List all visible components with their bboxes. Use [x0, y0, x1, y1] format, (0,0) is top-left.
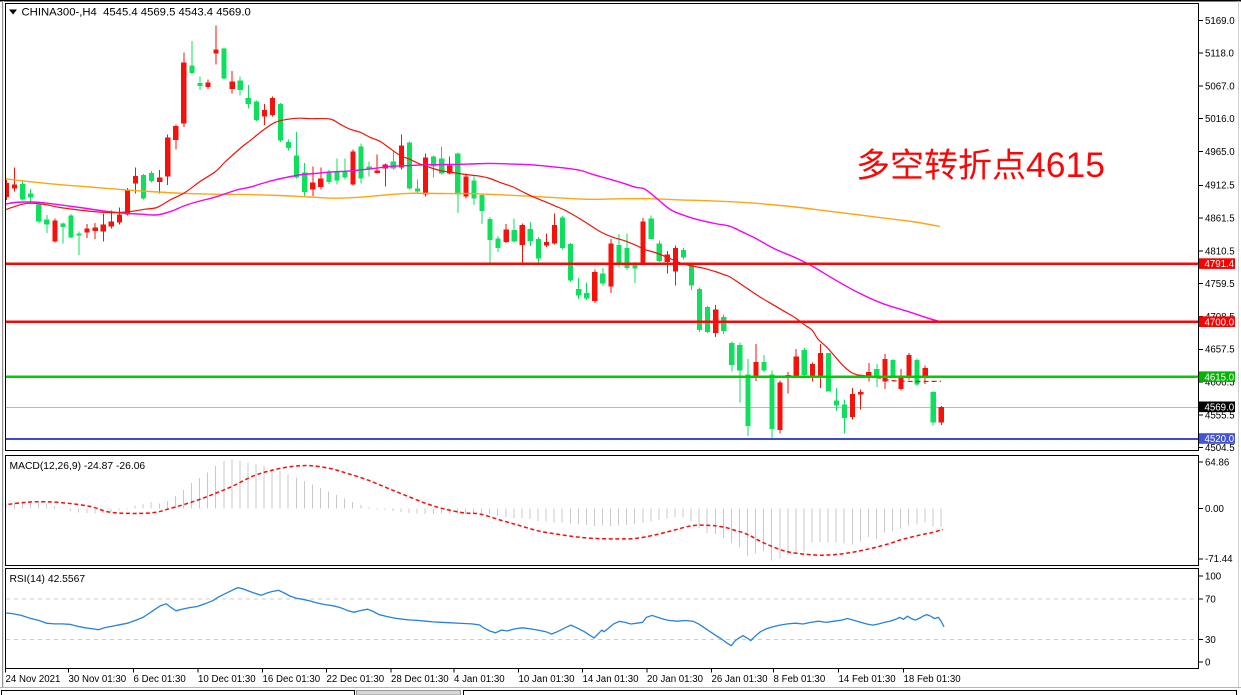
svg-text:5016.0: 5016.0: [1205, 114, 1235, 125]
svg-text:4810.5: 4810.5: [1205, 246, 1235, 257]
svg-text:4615.0: 4615.0: [1205, 372, 1235, 383]
svg-text:4 Jan 01:30: 4 Jan 01:30: [454, 674, 505, 685]
svg-text:16 Dec 01:30: 16 Dec 01:30: [263, 674, 321, 685]
svg-text:4700.0: 4700.0: [1205, 317, 1235, 328]
svg-text:28 Dec 01:30: 28 Dec 01:30: [391, 674, 449, 685]
svg-text:MACD(12,26,9) -24.87 -26.06: MACD(12,26,9) -24.87 -26.06: [10, 461, 146, 472]
svg-text:4569.0: 4569.0: [1205, 402, 1235, 413]
svg-text:5067.0: 5067.0: [1205, 81, 1235, 92]
svg-text:4759.5: 4759.5: [1205, 279, 1235, 290]
svg-text:26 Jan 01:30: 26 Jan 01:30: [712, 674, 769, 685]
svg-text:RSI(14) 42.5567: RSI(14) 42.5567: [10, 574, 86, 585]
svg-text:70: 70: [1205, 595, 1216, 606]
svg-text:-71.44: -71.44: [1205, 554, 1233, 565]
svg-text:4555.5: 4555.5: [1205, 410, 1235, 421]
svg-text:4791.4: 4791.4: [1205, 259, 1235, 270]
svg-text:4912.5: 4912.5: [1205, 181, 1235, 192]
svg-text:0.00: 0.00: [1205, 504, 1224, 515]
svg-text:30 Nov 01:30: 30 Nov 01:30: [69, 674, 127, 685]
svg-text:4606.5: 4606.5: [1205, 378, 1235, 389]
svg-text:22 Dec 01:30: 22 Dec 01:30: [327, 674, 385, 685]
svg-text:14 Feb 01:30: 14 Feb 01:30: [839, 674, 897, 685]
svg-text:0: 0: [1205, 657, 1211, 668]
svg-text:5118.0: 5118.0: [1205, 49, 1235, 60]
svg-text:24 Nov 2021: 24 Nov 2021: [6, 674, 61, 685]
svg-text:4504.5: 4504.5: [1205, 443, 1235, 454]
svg-text:10 Jan 01:30: 10 Jan 01:30: [519, 674, 576, 685]
svg-text:18 Feb 01:30: 18 Feb 01:30: [904, 674, 962, 685]
svg-text:64.86: 64.86: [1205, 458, 1229, 469]
svg-text:10 Dec 01:30: 10 Dec 01:30: [198, 674, 256, 685]
svg-text:4965.0: 4965.0: [1205, 147, 1235, 158]
svg-text:4657.5: 4657.5: [1205, 345, 1235, 356]
svg-text:4861.5: 4861.5: [1205, 214, 1235, 225]
svg-text:30: 30: [1205, 635, 1216, 646]
svg-text:8 Feb 01:30: 8 Feb 01:30: [774, 674, 826, 685]
svg-text:4520.0: 4520.0: [1205, 434, 1235, 445]
svg-text:14 Jan 01:30: 14 Jan 01:30: [583, 674, 640, 685]
svg-text:CHINA300-,H4 4545.4 4569.5 45: CHINA300-,H4 4545.4 4569.5 4543.4 4569.0: [22, 7, 251, 19]
svg-text:4615: 4615: [1026, 145, 1105, 185]
svg-text:100: 100: [1205, 572, 1222, 583]
svg-text:20 Jan 01:30: 20 Jan 01:30: [647, 674, 704, 685]
svg-text:6 Dec 01:30: 6 Dec 01:30: [134, 674, 187, 685]
svg-text:5169.0: 5169.0: [1205, 16, 1235, 27]
